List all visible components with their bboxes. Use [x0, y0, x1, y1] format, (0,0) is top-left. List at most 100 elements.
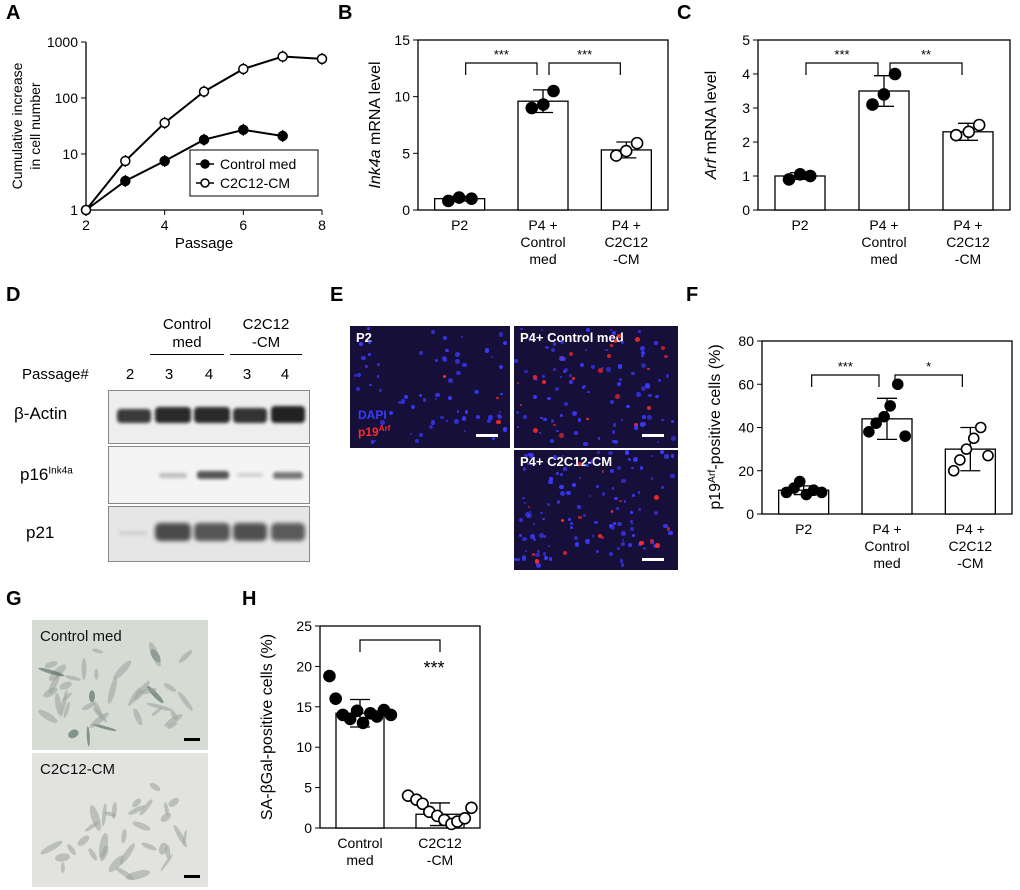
dapi-nucleus — [556, 429, 559, 433]
cell-shape — [106, 676, 119, 705]
dapi-nucleus — [526, 515, 530, 518]
p19-nucleus — [586, 417, 589, 421]
dapi-nucleus — [626, 405, 630, 409]
dapi-nucleus — [585, 539, 590, 544]
significance-bracket — [894, 374, 963, 387]
dapi-nucleus — [464, 429, 467, 432]
cell-shape — [94, 668, 99, 680]
dapi-nucleus — [461, 415, 467, 421]
dapi-nucleus — [376, 375, 380, 378]
dapi-nucleus — [369, 383, 372, 387]
dapi-nucleus — [620, 563, 624, 567]
p19-nucleus — [610, 509, 614, 513]
dapi-nucleus — [619, 377, 623, 381]
blot-row-label-actin: β-Actin — [14, 404, 67, 424]
cell-shape — [177, 690, 195, 712]
scale-bar — [184, 738, 200, 741]
x-tick-label: 4 — [161, 217, 169, 233]
p19-nucleus — [606, 353, 612, 359]
data-point — [974, 421, 987, 434]
data-point — [120, 175, 131, 187]
data-point — [972, 118, 986, 132]
p19-nucleus — [660, 346, 665, 351]
lane-label: 3 — [164, 366, 174, 383]
y-tick-label: 15 — [394, 32, 410, 48]
dapi-nucleus — [606, 367, 611, 372]
panel-d-western-blot: Control med C2C12 -CM Passage# 2 3 4 3 4… — [0, 300, 320, 580]
category-label: P4 + — [872, 521, 901, 537]
category-label: Control — [337, 835, 382, 851]
band — [271, 523, 305, 541]
dapi-nucleus — [589, 494, 592, 497]
dapi-nucleus — [404, 394, 408, 399]
data-point — [878, 410, 890, 423]
dapi-nucleus — [475, 414, 480, 419]
p19-nucleus — [535, 559, 540, 564]
data-point — [343, 712, 357, 726]
dapi-nucleus — [585, 348, 588, 351]
dapi-nucleus — [632, 493, 636, 497]
plot-frame — [319, 625, 481, 829]
dapi-nucleus — [524, 369, 529, 374]
dapi-nucleus — [539, 431, 542, 434]
dapi-nucleus — [665, 374, 669, 378]
dapi-nucleus — [564, 368, 569, 373]
dapi-nucleus — [525, 549, 528, 553]
y-tick-label: 40 — [738, 420, 754, 436]
category-label: P4 + — [612, 217, 641, 233]
dapi-nucleus — [441, 356, 447, 361]
dapi-nucleus — [591, 534, 594, 537]
p19-legend: p19Arf — [358, 424, 390, 439]
dapi-nucleus — [583, 514, 587, 518]
dapi-nucleus — [671, 436, 676, 442]
dapi-nucleus — [548, 479, 553, 485]
p19-legend-text: p19 — [358, 425, 379, 439]
significance-label: ** — [921, 47, 931, 62]
dapi-nucleus — [569, 374, 572, 377]
dapi-nucleus — [568, 518, 572, 522]
dapi-nucleus — [670, 419, 674, 423]
dapi-nucleus — [358, 341, 363, 347]
y-tick-label: 5 — [742, 32, 750, 48]
x-tick-label: 6 — [239, 217, 247, 233]
dapi-nucleus — [582, 386, 586, 390]
dapi-nucleus — [650, 477, 654, 480]
dapi-nucleus — [428, 425, 433, 430]
dapi-nucleus — [552, 367, 557, 371]
dapi-nucleus — [517, 558, 521, 562]
y-axis-label-part: -positive cells (%) — [707, 344, 724, 469]
cell-shape — [162, 681, 178, 694]
p19-nucleus — [541, 379, 546, 384]
dapi-nucleus — [620, 541, 626, 547]
legend-marker — [200, 159, 210, 169]
p19-nucleus — [532, 375, 537, 380]
dapi-nucleus — [641, 415, 646, 420]
panel-label-a: A — [6, 2, 21, 24]
fluorescence-image-p4-control: P4+ Control med — [514, 326, 678, 448]
y-tick-label: 5 — [402, 145, 410, 161]
dapi-nucleus — [377, 362, 381, 366]
dapi-legend: DAPI — [358, 408, 387, 422]
p19-nucleus — [577, 515, 582, 520]
dapi-nucleus — [634, 427, 638, 430]
dapi-nucleus — [574, 542, 579, 547]
dapi-nucleus — [456, 410, 460, 413]
lane-label: 4 — [204, 366, 214, 383]
y-tick-label: 0 — [742, 202, 750, 218]
dapi-nucleus — [611, 487, 615, 491]
y-tick-label: 60 — [738, 376, 754, 392]
legend-box — [189, 149, 319, 197]
cell-shape — [61, 862, 65, 873]
band — [194, 407, 230, 423]
cell-shape — [147, 640, 164, 668]
dapi-nucleus — [488, 415, 493, 420]
dapi-nucleus — [650, 540, 655, 545]
dapi-nucleus — [627, 457, 631, 462]
y-tick-label: 100 — [55, 90, 79, 106]
dapi-nucleus — [668, 530, 673, 535]
dapi-nucleus — [547, 503, 551, 507]
group-control-bracket — [150, 354, 224, 355]
dapi-nucleus — [401, 399, 406, 404]
